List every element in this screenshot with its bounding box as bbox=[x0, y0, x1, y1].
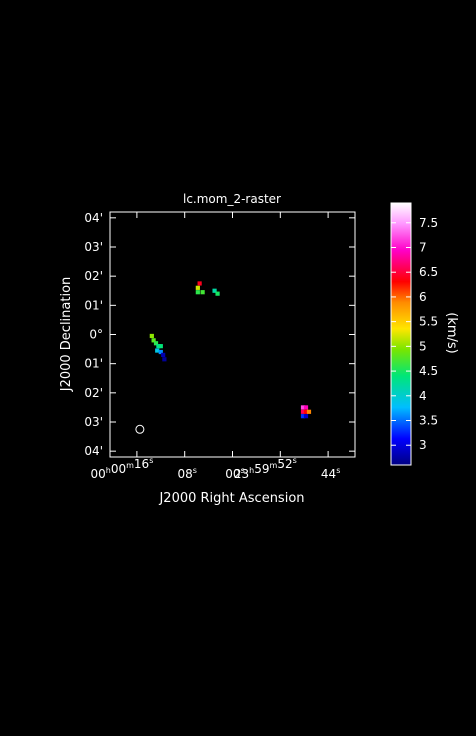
y-axis-label: J2000 Declination bbox=[59, 277, 74, 393]
data-pixel bbox=[151, 338, 156, 343]
data-pixel bbox=[303, 409, 309, 414]
data-pixel bbox=[161, 352, 166, 358]
x-tick-label: 00h00m16s bbox=[90, 456, 153, 481]
colorbar-label: (km/s) bbox=[444, 312, 459, 354]
x-tick-label: 00s bbox=[225, 466, 244, 481]
data-pixel bbox=[306, 409, 312, 414]
y-tick-label: 02' bbox=[84, 386, 103, 400]
colorbar-gradient bbox=[390, 202, 412, 466]
colorbar-tick-label: 6 bbox=[419, 290, 427, 304]
colorbar-tick-label: 7.5 bbox=[419, 216, 438, 230]
colorbar-tick-label: 4.5 bbox=[419, 364, 438, 378]
x-tick-label: 23h59m52s bbox=[234, 456, 297, 481]
data-pixel bbox=[153, 341, 159, 346]
data-pixel bbox=[195, 285, 200, 290]
data-pixel bbox=[212, 288, 217, 293]
y-tick-label: 01' bbox=[84, 298, 103, 312]
colorbar-tick-label: 7 bbox=[419, 240, 427, 254]
y-tick-label: 04' bbox=[84, 444, 103, 458]
data-pixel bbox=[300, 414, 306, 419]
data-pixel bbox=[300, 405, 306, 410]
plot-frame bbox=[109, 211, 356, 458]
data-pixel bbox=[195, 290, 200, 295]
y-tick-label: 03' bbox=[84, 415, 103, 429]
colorbar-tick-label: 3 bbox=[419, 438, 427, 452]
x-axis-label: J2000 Right Ascension bbox=[158, 491, 304, 506]
data-pixel bbox=[303, 414, 309, 419]
colorbar-tick-label: 4 bbox=[419, 389, 427, 403]
y-tick-label: 0° bbox=[89, 328, 103, 342]
colorbar-tick-label: 6.5 bbox=[419, 265, 438, 279]
data-pixel bbox=[197, 281, 202, 286]
colorbar-tick-label: 5 bbox=[419, 339, 427, 353]
x-tick-label: 44s bbox=[321, 466, 340, 481]
plot-area bbox=[135, 281, 312, 434]
x-tick-label: 08s bbox=[177, 466, 196, 481]
colorbar: 3 3.5 4 4.5 5 5.5 6 6.5 7 7.5 bbox=[390, 202, 438, 466]
chart-title: lc.mom_2-raster bbox=[183, 192, 281, 206]
colorbar-tick-label: 3.5 bbox=[419, 414, 438, 428]
data-pixel bbox=[162, 357, 167, 362]
data-pixel bbox=[200, 290, 205, 295]
data-pixel bbox=[158, 349, 163, 355]
y-tick-label: 04' bbox=[84, 211, 103, 225]
colorbar-tick-label: 5.5 bbox=[419, 315, 438, 329]
y-axis-ticks: 04' 03' 02' 01' 0° 01' 02' 03' 04' bbox=[84, 211, 355, 458]
data-pixel bbox=[149, 333, 154, 339]
data-pixel bbox=[215, 291, 220, 296]
y-tick-label: 01' bbox=[84, 357, 103, 371]
y-tick-label: 02' bbox=[84, 269, 103, 283]
beam-ellipse bbox=[135, 424, 145, 434]
data-pixel bbox=[300, 409, 306, 414]
data-pixel bbox=[303, 405, 309, 410]
data-pixel bbox=[158, 344, 163, 349]
data-pixel bbox=[156, 344, 161, 349]
y-tick-label: 03' bbox=[84, 240, 103, 254]
data-pixel bbox=[155, 348, 160, 353]
